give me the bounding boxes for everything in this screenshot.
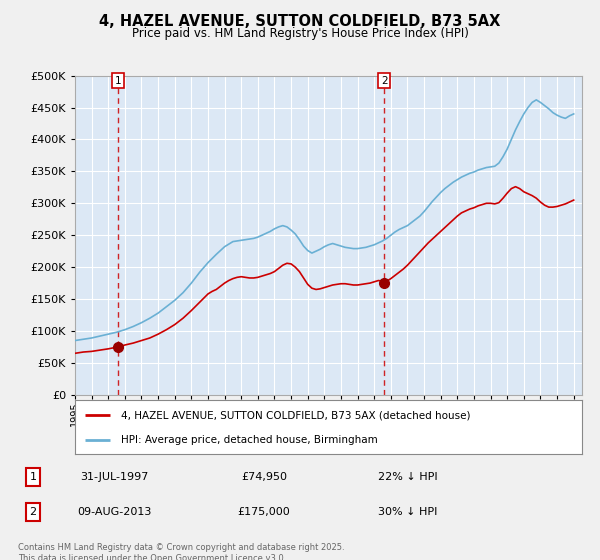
Text: Contains HM Land Registry data © Crown copyright and database right 2025.
This d: Contains HM Land Registry data © Crown c… <box>18 543 344 560</box>
Text: 4, HAZEL AVENUE, SUTTON COLDFIELD, B73 5AX: 4, HAZEL AVENUE, SUTTON COLDFIELD, B73 5… <box>100 14 500 29</box>
Text: 30% ↓ HPI: 30% ↓ HPI <box>379 507 437 517</box>
Text: 4, HAZEL AVENUE, SUTTON COLDFIELD, B73 5AX (detached house): 4, HAZEL AVENUE, SUTTON COLDFIELD, B73 5… <box>121 410 470 421</box>
Text: 09-AUG-2013: 09-AUG-2013 <box>77 507 151 517</box>
Text: 1: 1 <box>29 472 37 482</box>
Text: £74,950: £74,950 <box>241 472 287 482</box>
Text: 2: 2 <box>29 507 37 517</box>
Text: 31-JUL-1997: 31-JUL-1997 <box>80 472 148 482</box>
Text: 2: 2 <box>381 76 388 86</box>
Text: 1: 1 <box>115 76 121 86</box>
Text: Price paid vs. HM Land Registry's House Price Index (HPI): Price paid vs. HM Land Registry's House … <box>131 27 469 40</box>
Text: 22% ↓ HPI: 22% ↓ HPI <box>378 472 438 482</box>
Text: £175,000: £175,000 <box>238 507 290 517</box>
Text: HPI: Average price, detached house, Birmingham: HPI: Average price, detached house, Birm… <box>121 435 377 445</box>
